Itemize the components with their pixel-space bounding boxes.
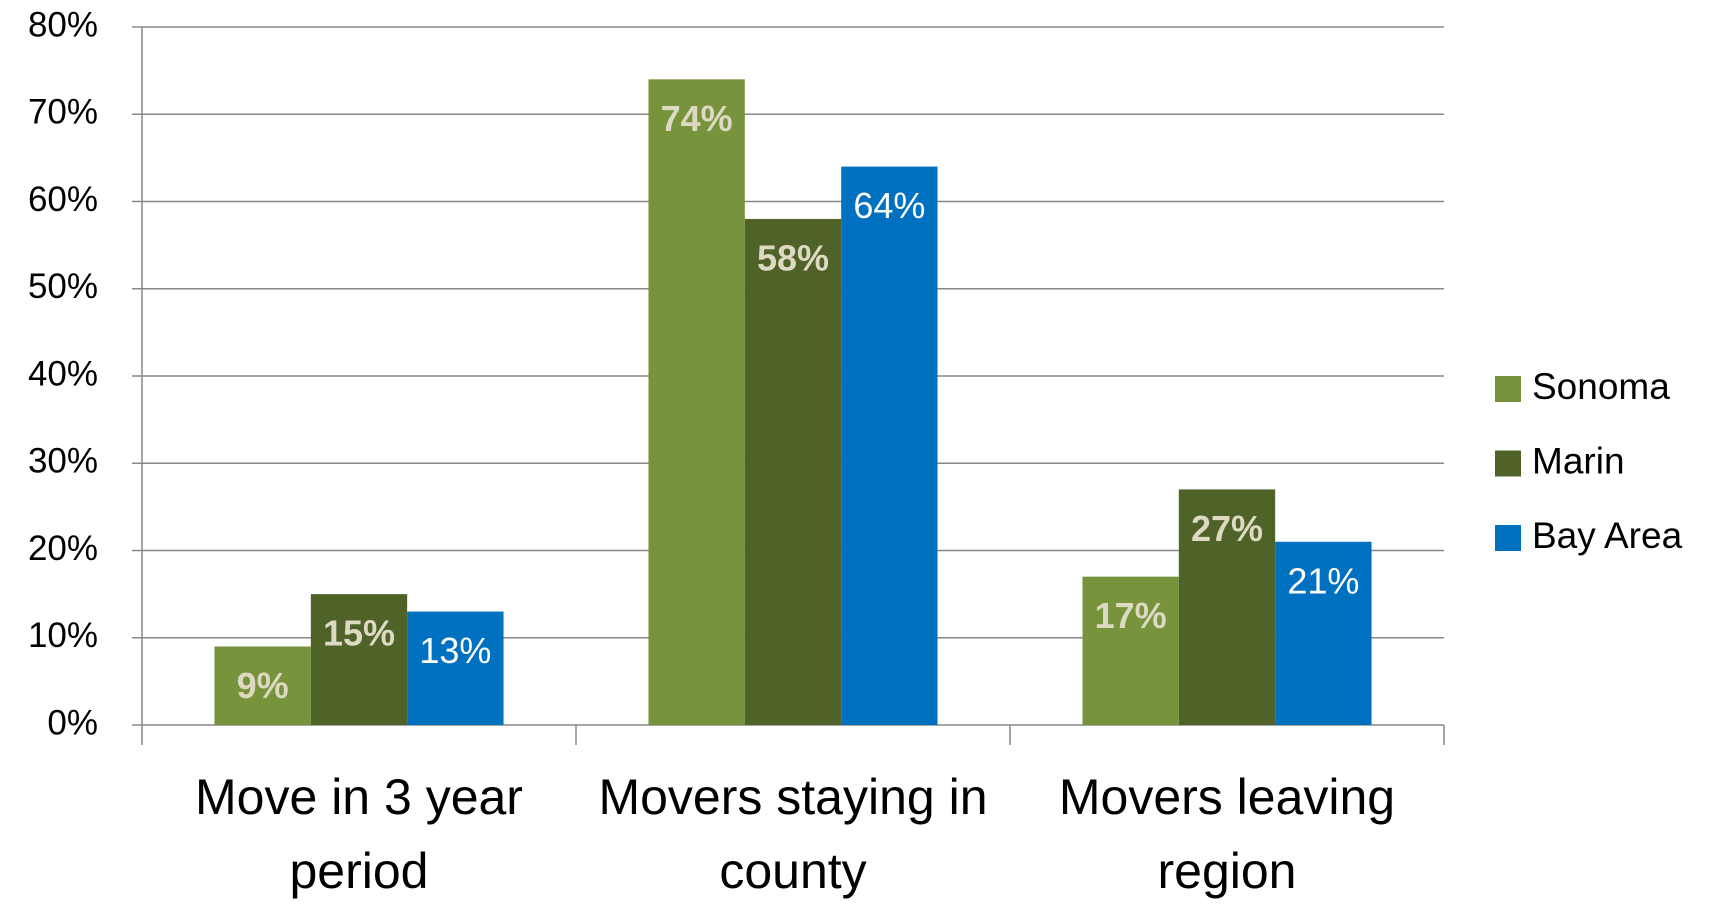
bar [407,611,504,725]
y-tick-label: 60% [28,180,98,219]
legend-swatch [1495,525,1521,551]
value-label: 64% [853,185,925,226]
bar [1178,489,1276,725]
y-tick-label: 80% [28,5,98,44]
y-tick-label: 40% [28,354,98,393]
y-tick-label: 50% [28,267,98,306]
legend-label: Sonoma [1532,366,1670,407]
value-label: 27% [1191,508,1263,549]
bar [1082,576,1179,725]
bar [310,594,408,725]
x-tick-label: Movers staying in county [598,769,988,899]
bar [744,218,842,725]
legend-swatch [1495,450,1521,477]
value-label: 15% [323,613,395,654]
value-label: 13% [419,630,491,671]
legend-swatch [1495,376,1521,402]
x-tick-label: Movers leaving region [1058,769,1396,899]
value-label: 21% [1287,560,1359,601]
y-tick-label: 0% [47,703,98,742]
legend-label: Bay Area [1532,515,1683,556]
value-label: 9% [237,665,289,706]
value-label: 74% [661,98,733,139]
bar [841,166,938,726]
y-tick-label: 30% [28,442,98,481]
y-tick-label: 20% [28,529,98,568]
legend-label: Marin [1532,440,1625,481]
y-tick-label: 70% [28,93,98,132]
value-label: 58% [757,237,829,278]
bar [648,79,745,726]
x-tick-label: Move in 3 year period [195,769,523,899]
bar [214,646,311,725]
value-label: 17% [1095,595,1167,636]
bar [1275,541,1372,725]
y-tick-label: 10% [28,616,98,655]
